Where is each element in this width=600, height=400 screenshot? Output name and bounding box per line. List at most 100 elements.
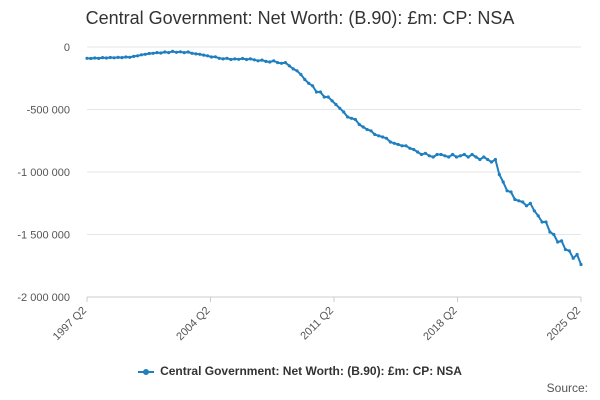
data-point[interactable] (283, 61, 287, 65)
data-point[interactable] (217, 56, 221, 60)
data-point[interactable] (311, 84, 315, 88)
data-point[interactable] (478, 157, 482, 162)
data-point[interactable] (97, 56, 101, 61)
data-point[interactable] (206, 54, 210, 58)
data-point[interactable] (322, 95, 326, 99)
data-point[interactable] (155, 51, 159, 55)
data-point[interactable] (342, 110, 346, 114)
data-point[interactable] (524, 204, 529, 208)
data-point[interactable] (470, 152, 474, 157)
data-point[interactable] (244, 57, 249, 62)
data-point[interactable] (171, 49, 175, 54)
data-point[interactable] (497, 172, 501, 177)
data-point[interactable] (427, 154, 431, 158)
data-point[interactable] (85, 56, 89, 60)
data-point[interactable] (182, 51, 186, 55)
data-point[interactable] (248, 57, 252, 61)
data-point[interactable] (89, 56, 93, 61)
data-point[interactable] (517, 199, 521, 203)
data-point[interactable] (104, 56, 108, 60)
data-point[interactable] (295, 69, 299, 73)
data-point[interactable] (560, 239, 564, 243)
data-point[interactable] (451, 152, 455, 157)
data-point[interactable] (493, 157, 497, 162)
data-point[interactable] (167, 51, 171, 55)
data-point[interactable] (221, 57, 225, 61)
data-point[interactable] (388, 140, 392, 144)
data-point[interactable] (353, 117, 357, 122)
data-point[interactable] (365, 127, 369, 132)
data-point[interactable] (357, 122, 361, 127)
data-point[interactable] (377, 134, 381, 138)
data-point[interactable] (334, 102, 338, 107)
data-point[interactable] (416, 150, 420, 154)
data-point[interactable] (163, 50, 167, 54)
data-point[interactable] (462, 152, 466, 157)
data-point[interactable] (563, 247, 568, 252)
data-point[interactable] (330, 99, 334, 103)
data-point[interactable] (423, 151, 427, 155)
data-point[interactable] (505, 189, 509, 193)
data-point[interactable] (132, 54, 136, 59)
data-point[interactable] (229, 57, 233, 62)
data-point[interactable] (579, 262, 583, 267)
data-point[interactable] (194, 52, 198, 56)
data-point[interactable] (186, 50, 190, 54)
data-point[interactable] (264, 59, 268, 64)
data-point[interactable] (567, 249, 571, 253)
data-point[interactable] (190, 51, 194, 55)
data-point[interactable] (408, 146, 412, 150)
data-point[interactable] (299, 72, 303, 77)
data-point[interactable] (552, 232, 556, 237)
data-point[interactable] (454, 155, 459, 159)
data-point[interactable] (544, 220, 548, 224)
data-point[interactable] (326, 95, 330, 99)
data-point[interactable] (419, 152, 424, 157)
data-point[interactable] (124, 55, 128, 59)
data-point[interactable] (439, 152, 443, 157)
legend[interactable]: Central Government: Net Worth: (B.90): £… (0, 364, 600, 378)
data-point[interactable] (509, 190, 513, 194)
data-point[interactable] (528, 201, 533, 205)
data-point[interactable] (120, 56, 124, 60)
data-point[interactable] (443, 154, 447, 158)
data-point[interactable] (575, 252, 579, 257)
data-point[interactable] (272, 59, 276, 63)
data-point[interactable] (252, 58, 256, 62)
data-point[interactable] (482, 155, 486, 159)
data-point[interactable] (198, 52, 202, 56)
data-point[interactable] (225, 56, 229, 60)
data-point[interactable] (373, 132, 377, 137)
data-point[interactable] (279, 61, 284, 65)
data-point[interactable] (458, 154, 462, 158)
data-point[interactable] (381, 135, 385, 139)
data-point[interactable] (369, 129, 373, 133)
data-point[interactable] (400, 144, 404, 148)
data-point[interactable] (213, 55, 217, 59)
data-point[interactable] (307, 81, 311, 85)
data-point[interactable] (116, 55, 120, 60)
data-point[interactable] (101, 56, 105, 60)
data-point[interactable] (435, 152, 439, 157)
data-point[interactable] (404, 144, 408, 148)
data-point[interactable] (536, 214, 540, 218)
data-point[interactable] (412, 147, 416, 152)
data-point[interactable] (241, 56, 245, 61)
data-point[interactable] (548, 230, 552, 234)
data-point[interactable] (349, 116, 354, 120)
data-point[interactable] (178, 50, 182, 54)
data-point[interactable] (501, 180, 505, 184)
data-point[interactable] (268, 60, 272, 64)
data-point[interactable] (209, 55, 214, 59)
data-point[interactable] (314, 90, 319, 94)
data-point[interactable] (361, 125, 365, 129)
data-point[interactable] (151, 51, 155, 55)
data-point[interactable] (93, 56, 97, 60)
data-point[interactable] (174, 50, 179, 54)
data-point[interactable] (237, 57, 241, 61)
data-point[interactable] (276, 61, 280, 65)
data-point[interactable] (112, 56, 116, 60)
data-point[interactable] (202, 53, 206, 57)
data-point[interactable] (513, 197, 517, 202)
data-point[interactable] (159, 51, 163, 55)
